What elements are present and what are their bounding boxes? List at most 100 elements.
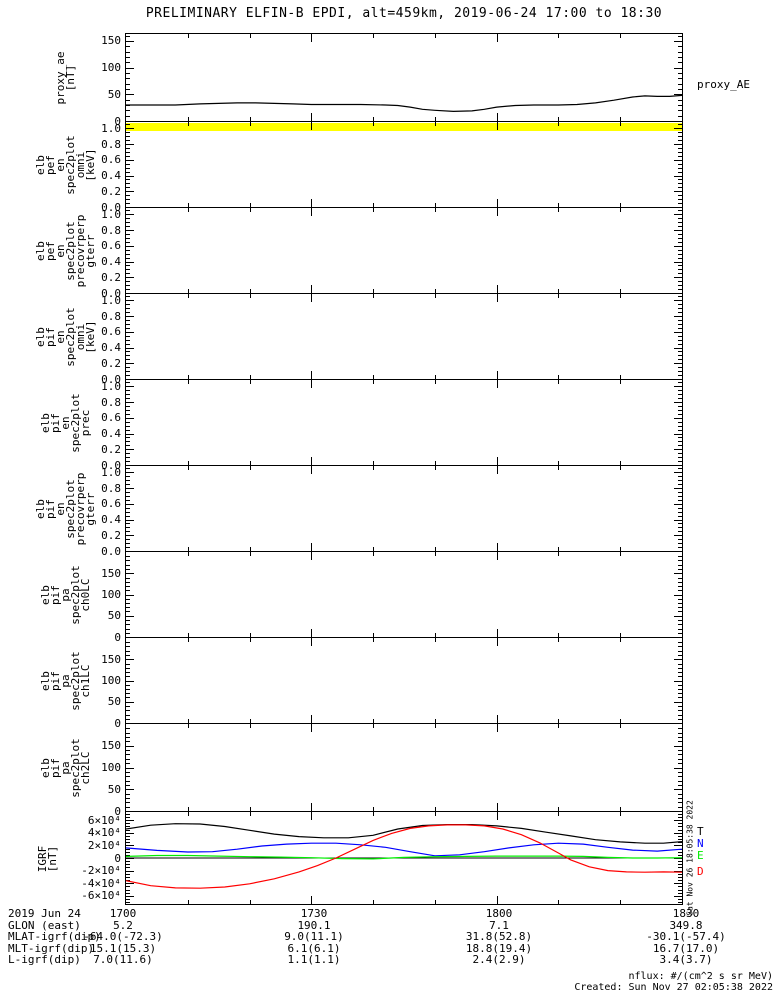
bottom-row-value: -64.0(-72.3) [83,930,163,943]
panel-elb-pif-en-prec-ytick: 0.2 [101,442,121,456]
legend-proxy_AE: proxy_AE [697,78,750,91]
series-E [126,854,682,860]
panel-elb-pif-en-omni-ytick: 0.8 [101,309,121,323]
panel-elb-pif-en-prec-ytick: 0.0 [101,458,121,472]
axis-ticks [126,552,682,637]
bottom-row-value: 349.8 [669,918,703,932]
panel-elb-pif-pa-ch1LC-ytick: 50 [107,695,121,709]
series-N [126,842,682,857]
panel-elb-pif-en-omni-ytick: 0.0 [101,372,121,386]
panel-proxy-ae-ytick: 50 [107,87,121,101]
series-T [126,823,682,844]
axis-ticks [126,122,682,207]
panel-elb-pef-en-precovrperp-gterr-ytick: 0.4 [101,255,121,269]
panel-elb-pif-pa-ch1LC-ytick: 100 [101,674,121,687]
bottom-row-value: 9.0(11.1) [284,930,344,943]
panel-elb-pif-en-precovrperp-gterr-ytick: 0.8 [101,481,121,495]
panel-elb-pif-pa-ch2LC-plot [126,724,682,811]
axis-ticks [126,294,682,379]
bottom-row-value: -30.1(-57.4) [646,930,726,943]
bottom-row-value: 7.1 [489,918,509,932]
bottom-row-value: 31.8(52.8) [465,930,533,943]
panel-elb-pef-en-omni-ytick: 0.6 [101,153,121,167]
panel-igrf-ylabel: IGRF [nT] [36,845,59,872]
panel-igrf-ytick: -6×10⁴ [81,889,121,903]
panel-elb-pif-pa-ch0LC-plot [126,552,682,637]
panel-elb-pif-pa-ch2LC-ytick: 50 [107,782,121,796]
panel-elb-pef-en-omni-ytick: 0.0 [101,200,121,214]
axis-ticks [126,812,682,904]
panel-elb-pef-en-precovrperp-gterr-plot [126,208,682,293]
bottom-row-value: 2.4(2.9) [472,953,526,966]
footer-created: Created: Sun Nov 27 02:05:38 2022 [574,982,773,993]
bottom-row-value: 190.1 [297,918,331,932]
panel-elb-pif-pa-ch0LC-ytick: 50 [107,609,121,623]
series-D [126,824,682,889]
bottom-row-value: 16.7(17.0) [652,941,720,955]
panel-elb-pef-en-precovrperp-gterr-ytick: 0.6 [101,239,121,253]
panel-elb-pif-en-omni [125,294,683,380]
side-timestamp: Sat Nov 26 18:05:38 2022 [685,800,695,916]
bottom-row-value: 1730 [300,907,328,920]
panel-elb-pif-en-omni-ytick: 0.4 [101,341,121,355]
plot-footer: nflux: #/(cm^2 s sr MeV) Created: Sun No… [574,971,773,993]
series-proxy_AE [126,94,682,113]
panel-elb-pef-en-omni [125,122,683,208]
panel-elb-pif-en-precovrperp-gterr-plot [126,466,682,551]
panel-elb-pef-en-omni-ytick: 0.2 [101,184,121,198]
panel-elb-pif-en-omni-ytick: 1.0 [101,293,121,307]
panel-igrf-ytick: 2×10⁴ [87,838,121,852]
panel-elb-pif-pa-ch1LC-ytick: 0 [114,716,121,730]
panel-elb-pif-en-prec-plot [126,380,682,465]
bottom-row-label: L-igrf(dip) [8,953,81,966]
bottom-row-label: 2019 Jun 24 [8,907,81,920]
panel-elb-pif-pa-ch0LC-ytick: 100 [101,588,121,601]
axis-ticks [126,724,682,811]
panel-elb-pif-en-prec [125,380,683,466]
bottom-row-label: GLON (east) [8,918,81,932]
panel-elb-pif-en-precovrperp-gterr-ytick: 0.0 [101,544,121,558]
panel-elb-pef-en-omni-ytick: 0.8 [101,137,121,151]
bottom-row-value: 15.1(15.3) [89,941,157,955]
legend-D: D [697,865,704,878]
bottom-row-value: 1800 [485,907,513,920]
bottom-row-value: 1.1(1.1) [287,953,341,966]
bottom-row-value: 3.4(3.7) [659,953,713,966]
panel-elb-pef-en-omni-plot [126,122,682,207]
panel-elb-pif-en-prec-ytick: 0.6 [101,411,121,425]
panel-elb-pif-pa-ch0LC-ytick: 0 [114,630,121,644]
panel-elb-pif-en-omni-plot [126,294,682,379]
panel-elb-pef-en-precovrperp-gterr-ytick: 0.0 [101,286,121,300]
panel-elb-pif-en-omni-ytick: 0.2 [101,356,121,370]
panel-igrf-ytick: -4×10⁴ [81,876,121,890]
panel-elb-pif-pa-ch2LC-ytick: 0 [114,804,121,818]
bottom-row-value: 18.8(19.4) [465,941,533,955]
bottom-row-value: 1700 [109,907,137,920]
panel-proxy-ae-plot [126,34,682,121]
panel-elb-pif-pa-ch1LC-ytick: 150 [101,652,121,666]
flag-bar [126,123,682,131]
panel-igrf-ytick: 6×10⁴ [87,813,121,827]
panel-igrf-plot [126,812,682,904]
bottom-row-value: 1830 [672,907,700,920]
panel-proxy-ae-ytick: 0 [114,114,121,128]
panel-elb-pif-pa-ch2LC-ytick: 100 [101,761,121,774]
axis-ticks [126,638,682,723]
legend-T: T [697,825,704,838]
panel-elb-pif-pa-ch1LC [125,638,683,724]
bottom-row-value: 7.0(11.6) [93,953,153,966]
panel-elb-pef-en-omni-ytick: 1.0 [101,121,121,135]
panel-elb-pif-pa-ch2LC-ytick: 150 [101,739,121,753]
panel-igrf-ytick: -2×10⁴ [81,864,121,878]
panel-elb-pef-en-precovrperp-gterr-ytick: 1.0 [101,207,121,221]
panel-elb-pif-en-precovrperp-gterr [125,466,683,552]
panel-igrf [125,812,683,905]
panel-elb-pif-pa-ch0LC [125,552,683,638]
panel-elb-pef-en-precovrperp-gterr-ytick: 0.2 [101,270,121,284]
panel-elb-pif-en-prec-ytick: 0.4 [101,427,121,441]
panel-igrf-ytick: 4×10⁴ [87,826,121,840]
panel-elb-pif-en-prec-ytick: 1.0 [101,379,121,393]
panel-elb-pif-en-precovrperp-gterr-ytick: 1.0 [101,465,121,479]
panel-elb-pif-pa-ch0LC-ytick: 150 [101,566,121,580]
